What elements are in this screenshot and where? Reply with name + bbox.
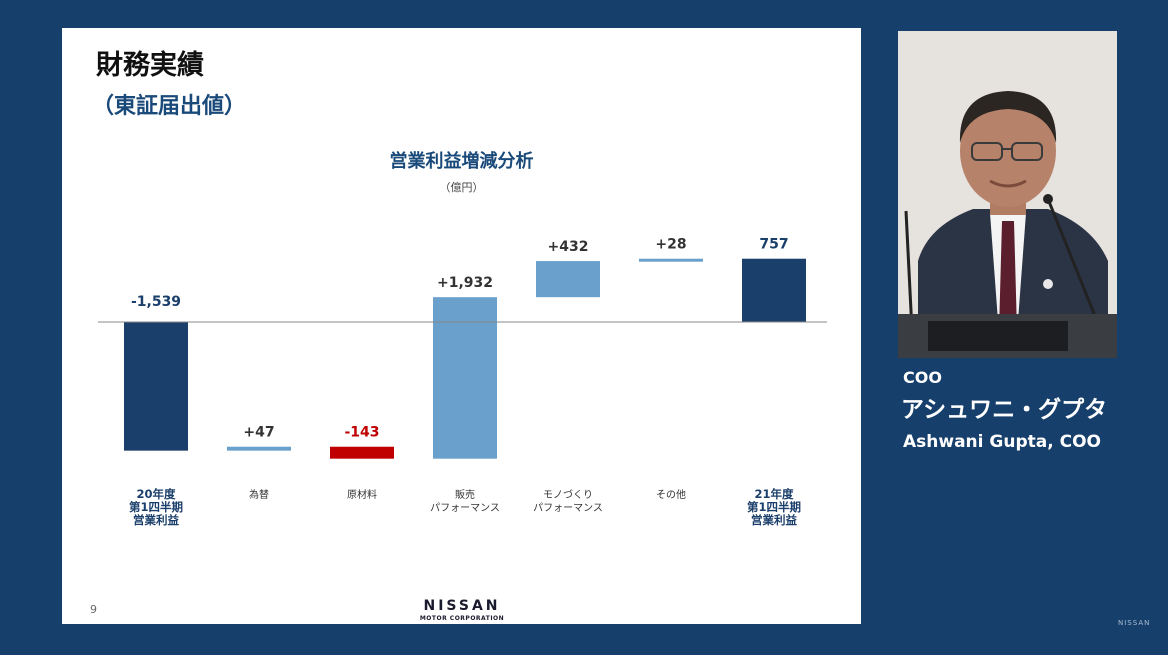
category-label-0-1: 第1四半期 <box>129 500 183 514</box>
data-label-4: +432 <box>548 239 589 255</box>
waterfall-chart: -1,53920年度第1四半期営業利益+47為替-143原材料+1,932販売パ… <box>98 237 827 527</box>
logo-name: NISSAN <box>423 598 501 614</box>
category-label-3-1: パフォーマンス <box>430 502 500 514</box>
speaker-video <box>898 31 1117 358</box>
nissan-logo: NISSAN MOTOR CORPORATION <box>402 598 522 622</box>
category-label-6-1: 第1四半期 <box>747 500 801 514</box>
slide-subtitle: （東証届出値） <box>92 94 247 119</box>
category-label-4-1: パフォーマンス <box>533 502 603 514</box>
bar-5 <box>639 258 703 262</box>
bar-0 <box>124 322 188 451</box>
slide-title: 財務実績 <box>96 50 204 81</box>
category-label-1-0: 為替 <box>249 488 269 501</box>
data-label-5: +28 <box>655 237 686 253</box>
chart-title: 営業利益増減分析 <box>389 151 534 172</box>
category-label-2-0: 原材料 <box>347 488 377 501</box>
category-label-6-0: 21年度 <box>754 487 794 501</box>
data-label-2: -143 <box>344 425 379 441</box>
data-label-1: +47 <box>243 425 274 441</box>
bar-1 <box>227 446 291 451</box>
data-label-3: +1,932 <box>437 275 493 291</box>
category-label-4-0: モノづくり <box>543 489 593 501</box>
bar-6 <box>742 258 806 322</box>
bar-2 <box>330 446 394 459</box>
bar-3 <box>433 297 497 459</box>
category-label-5-0: その他 <box>656 488 686 501</box>
presentation-slide: 財務実績 （東証届出値） 営業利益増減分析 （億円） -1,539 20年度 第1四… <box>62 28 861 624</box>
page-number: 9 <box>90 603 97 616</box>
category-label-6-2: 営業利益 <box>751 513 797 527</box>
category-label-3-0: 販売 <box>455 488 475 501</box>
category-label-0-2: 営業利益 <box>133 513 179 527</box>
speaker-role: COO <box>903 368 942 387</box>
speaker-name-english: Ashwani Gupta, COO <box>903 432 1101 452</box>
data-label-6: 757 <box>759 237 788 253</box>
logo-subtitle: MOTOR CORPORATION <box>419 615 505 622</box>
speaker-name-japanese: アシュワニ・グプタ <box>901 397 1108 423</box>
category-label-0-0: 20年度 <box>136 487 176 501</box>
corner-nissan-logo: NISSAN <box>1118 619 1151 627</box>
data-label-0: -1,539 <box>131 294 181 310</box>
bar-4 <box>536 261 600 298</box>
chart-unit: （億円） <box>439 181 484 194</box>
speaker-portrait <box>898 31 1117 358</box>
